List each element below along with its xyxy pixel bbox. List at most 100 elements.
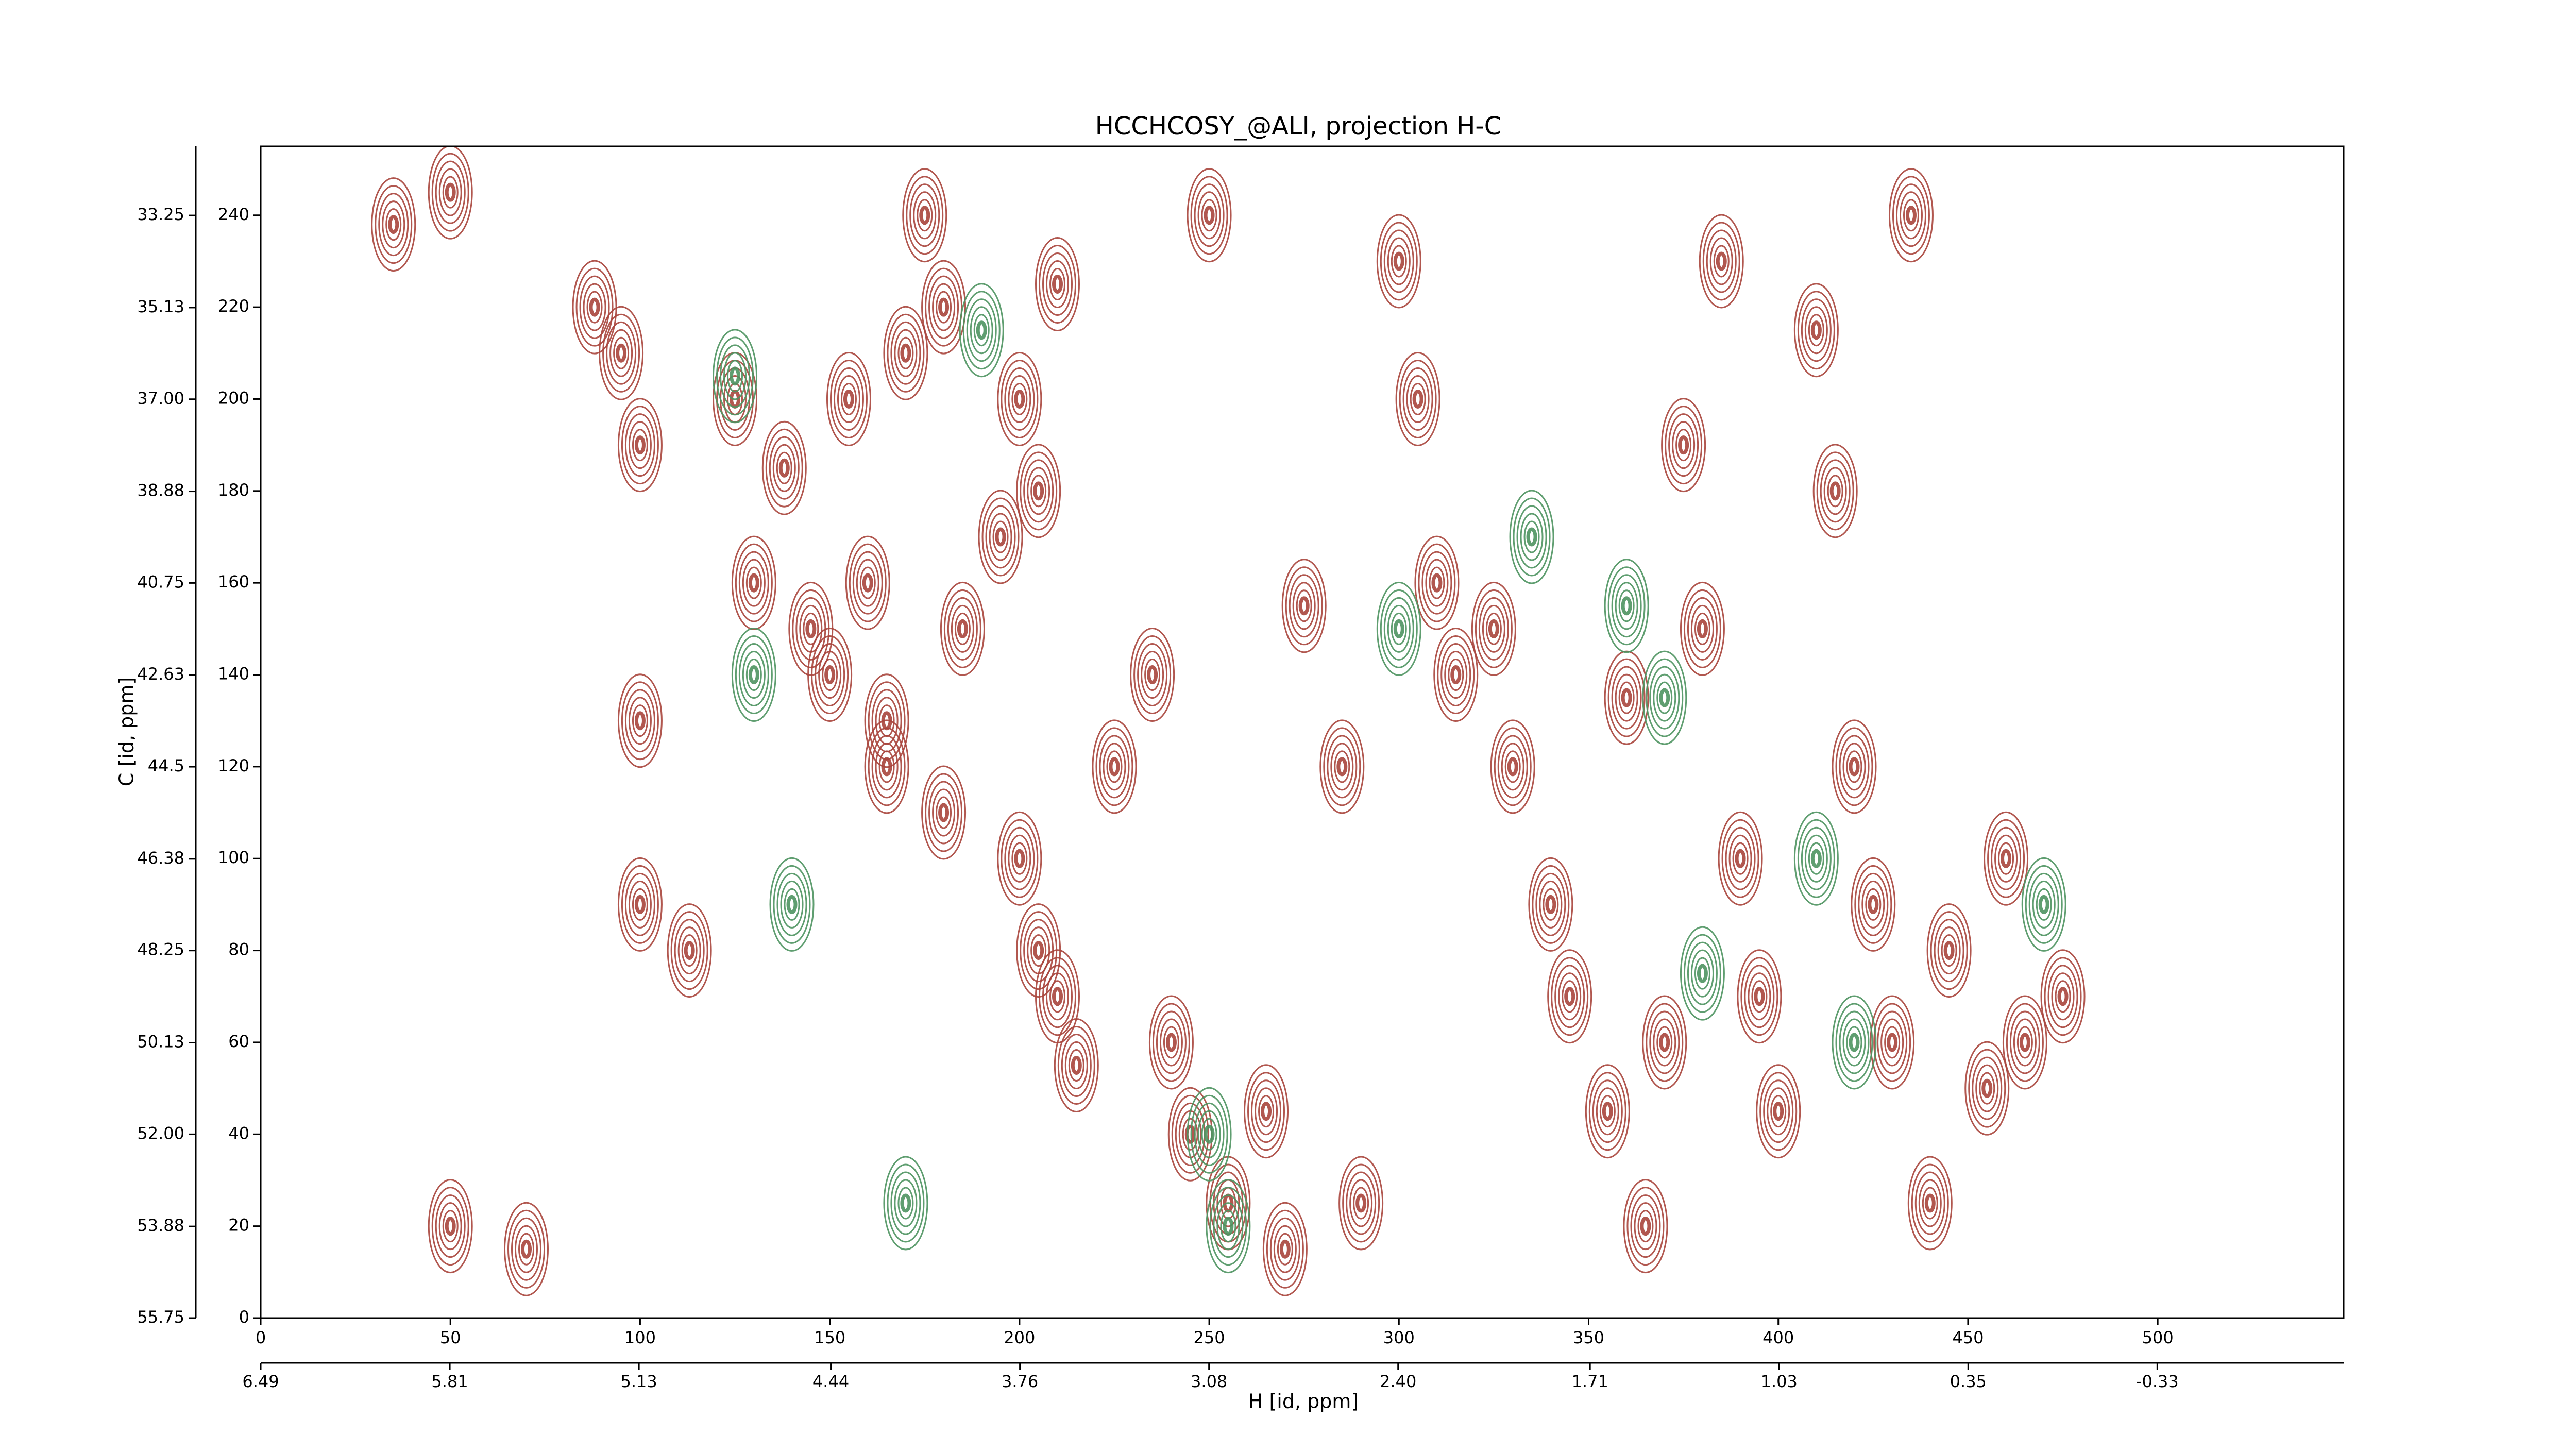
contour-ring [897, 1187, 914, 1220]
contour-ring [1849, 757, 1860, 777]
contour-ring [1490, 719, 1535, 814]
contour-ring [1653, 673, 1676, 722]
contour-ring [875, 743, 899, 791]
x-tick-label: 400 [1762, 1328, 1794, 1347]
contour-ring [1425, 559, 1449, 607]
contour-ring [1623, 1179, 1668, 1274]
contour-ring [1187, 168, 1232, 263]
contour-ring [731, 535, 776, 630]
contour-ring [1637, 1210, 1654, 1243]
peak [2021, 857, 2066, 952]
contour-ring [1630, 1194, 1661, 1258]
contour-ring [1008, 834, 1031, 883]
contour-ring [1204, 206, 1215, 225]
y-tick-label: 200 [218, 388, 249, 408]
contour-ring [1683, 589, 1721, 668]
contour-ring [1773, 1102, 1784, 1121]
contour-ring [1412, 389, 1423, 409]
contour-ring [445, 1217, 456, 1236]
contour-ring [1797, 291, 1835, 370]
x2-tick-label: 5.81 [431, 1372, 468, 1391]
contour-ring [1649, 666, 1680, 730]
contour-ring [868, 727, 906, 806]
contour-ring [1319, 719, 1365, 814]
contour-ring [1899, 191, 1923, 240]
contour-ring [928, 275, 959, 339]
contour-ring [599, 306, 644, 400]
contour-ring [881, 757, 892, 777]
contour-ring [1926, 903, 1972, 998]
contour-ring [1907, 1156, 1953, 1251]
contour-ring [890, 1171, 921, 1235]
contour-ring [1001, 359, 1039, 438]
contour-ring [1607, 658, 1646, 737]
contour-ring [1391, 245, 1407, 278]
contour-ring [748, 665, 759, 685]
peak [1509, 490, 1554, 584]
contour-ring [921, 260, 967, 355]
contour-ring [1596, 1087, 1619, 1136]
y2-tick-label: 44.5 [148, 756, 184, 775]
contour-ring [1061, 1034, 1092, 1098]
contour-ring [1602, 1102, 1613, 1121]
contour-ring [1092, 719, 1137, 814]
peak [1680, 581, 1725, 676]
contour-ring [862, 573, 873, 593]
contour-ring [1725, 826, 1756, 890]
contour-ring [856, 559, 879, 607]
contour-ring [1687, 941, 1718, 1005]
contour-ring [748, 573, 759, 593]
contour-ring [1721, 819, 1759, 898]
contour-ring [973, 314, 990, 347]
contour-ring [1865, 888, 1882, 921]
contour-ring [1535, 872, 1566, 936]
contour-ring [936, 291, 952, 324]
contour-ring [1323, 727, 1361, 806]
peak [761, 420, 807, 515]
contour-ring [1163, 1026, 1179, 1059]
contour-ring [1697, 964, 1708, 983]
peak [2002, 995, 2047, 1090]
contour-ring [1020, 451, 1058, 531]
contour-ring [634, 711, 646, 731]
contour-ring [978, 490, 1023, 584]
contour-ring [815, 643, 845, 707]
contour-ring [632, 704, 648, 737]
contour-ring [1054, 1018, 1099, 1113]
contour-ring [1911, 1163, 1949, 1243]
contour-ring [1646, 1003, 1684, 1082]
contour-ring [1732, 842, 1749, 875]
contour-ring [504, 1202, 549, 1296]
contour-ring [2057, 987, 2069, 1006]
peak [731, 535, 776, 630]
contour-ring [1820, 459, 1851, 523]
contour-ring [1068, 1049, 1084, 1082]
contour-ring [1156, 1010, 1187, 1074]
contour-ring [1355, 1193, 1367, 1213]
contour-ring [1030, 475, 1047, 508]
contour-ring [1103, 743, 1126, 791]
contour-ring [1046, 260, 1070, 309]
contour-ring [1687, 597, 1718, 661]
peak [1812, 444, 1858, 538]
contour-ring [1767, 1087, 1790, 1136]
contour-ring [1914, 1171, 1945, 1235]
contour-ring [1450, 665, 1462, 685]
y-tick-label: 40 [228, 1123, 249, 1143]
contour-ring [431, 153, 469, 232]
contour-ring [723, 352, 747, 400]
contour-ring [1064, 1041, 1088, 1090]
y2-tick-label: 38.88 [137, 481, 184, 500]
contour-ring [902, 168, 947, 263]
contour-ring [428, 146, 473, 240]
contour-ring [1846, 750, 1862, 783]
contour-ring [780, 880, 804, 929]
contour-ring [1532, 865, 1570, 944]
peak [1851, 857, 1896, 952]
contour-ring [1668, 413, 1699, 477]
contour-ring [1642, 995, 1687, 1090]
contour-ring [1604, 559, 1649, 653]
x-tick-label: 200 [1004, 1328, 1035, 1347]
contour-ring [2001, 849, 2012, 868]
contour-ring [807, 628, 853, 722]
